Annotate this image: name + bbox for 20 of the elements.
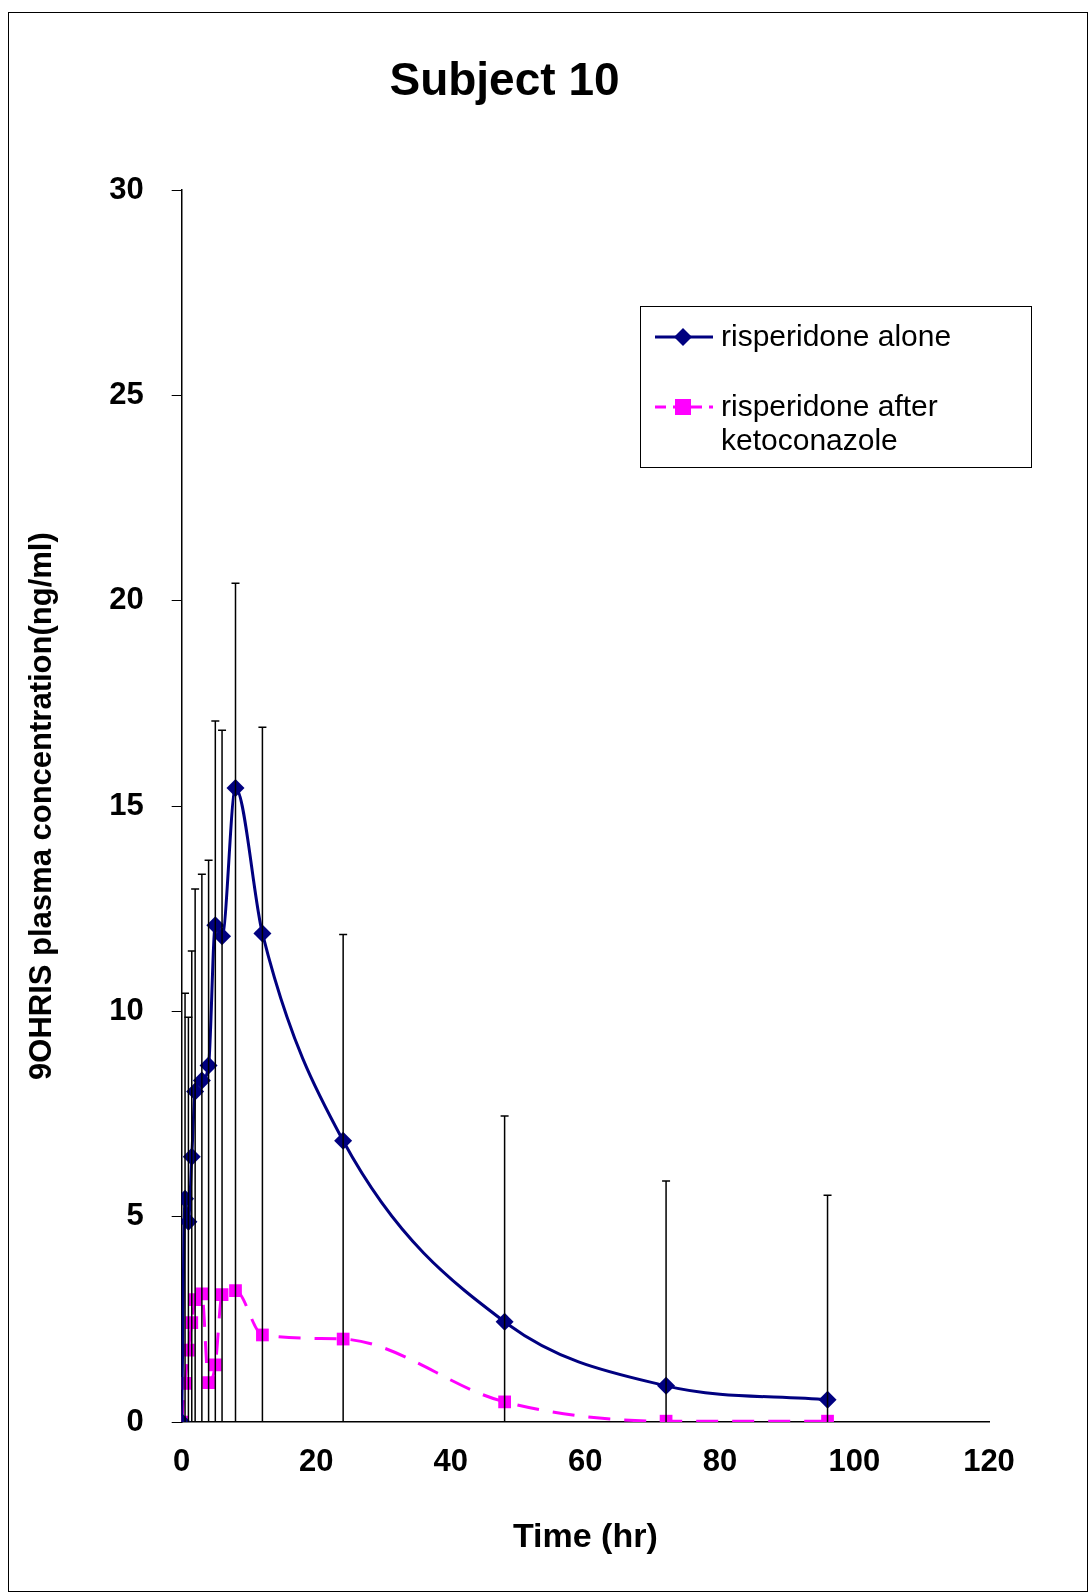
point <box>229 1284 242 1297</box>
x-tick-label: 20 <box>298 1443 334 1479</box>
y-tick-label: 25 <box>109 376 144 412</box>
legend-label: risperidone after ketoconazole <box>721 389 939 457</box>
y-tick-label: 0 <box>126 1402 144 1438</box>
y-tick-label: 20 <box>109 581 144 617</box>
y-axis-title: 9OHRIS plasma concentration(ng/ml) <box>23 532 59 1080</box>
y-tick-label: 10 <box>109 991 144 1027</box>
y-tick-label: 30 <box>109 170 144 206</box>
legend-label: risperidone alone <box>721 319 952 353</box>
x-tick-label: 100 <box>828 1443 881 1479</box>
x-tick-label: 120 <box>963 1443 1015 1479</box>
chart-title: Subject 10 <box>389 53 620 106</box>
y-tick-label: 15 <box>109 786 144 822</box>
x-tick-label: 0 <box>173 1443 191 1479</box>
x-tick-label: 60 <box>568 1443 603 1479</box>
x-tick-label: 40 <box>433 1443 469 1479</box>
x-tick-label: 80 <box>702 1443 738 1479</box>
y-tick-label: 5 <box>126 1197 144 1233</box>
x-axis-title: Time (hr) <box>512 1515 658 1554</box>
